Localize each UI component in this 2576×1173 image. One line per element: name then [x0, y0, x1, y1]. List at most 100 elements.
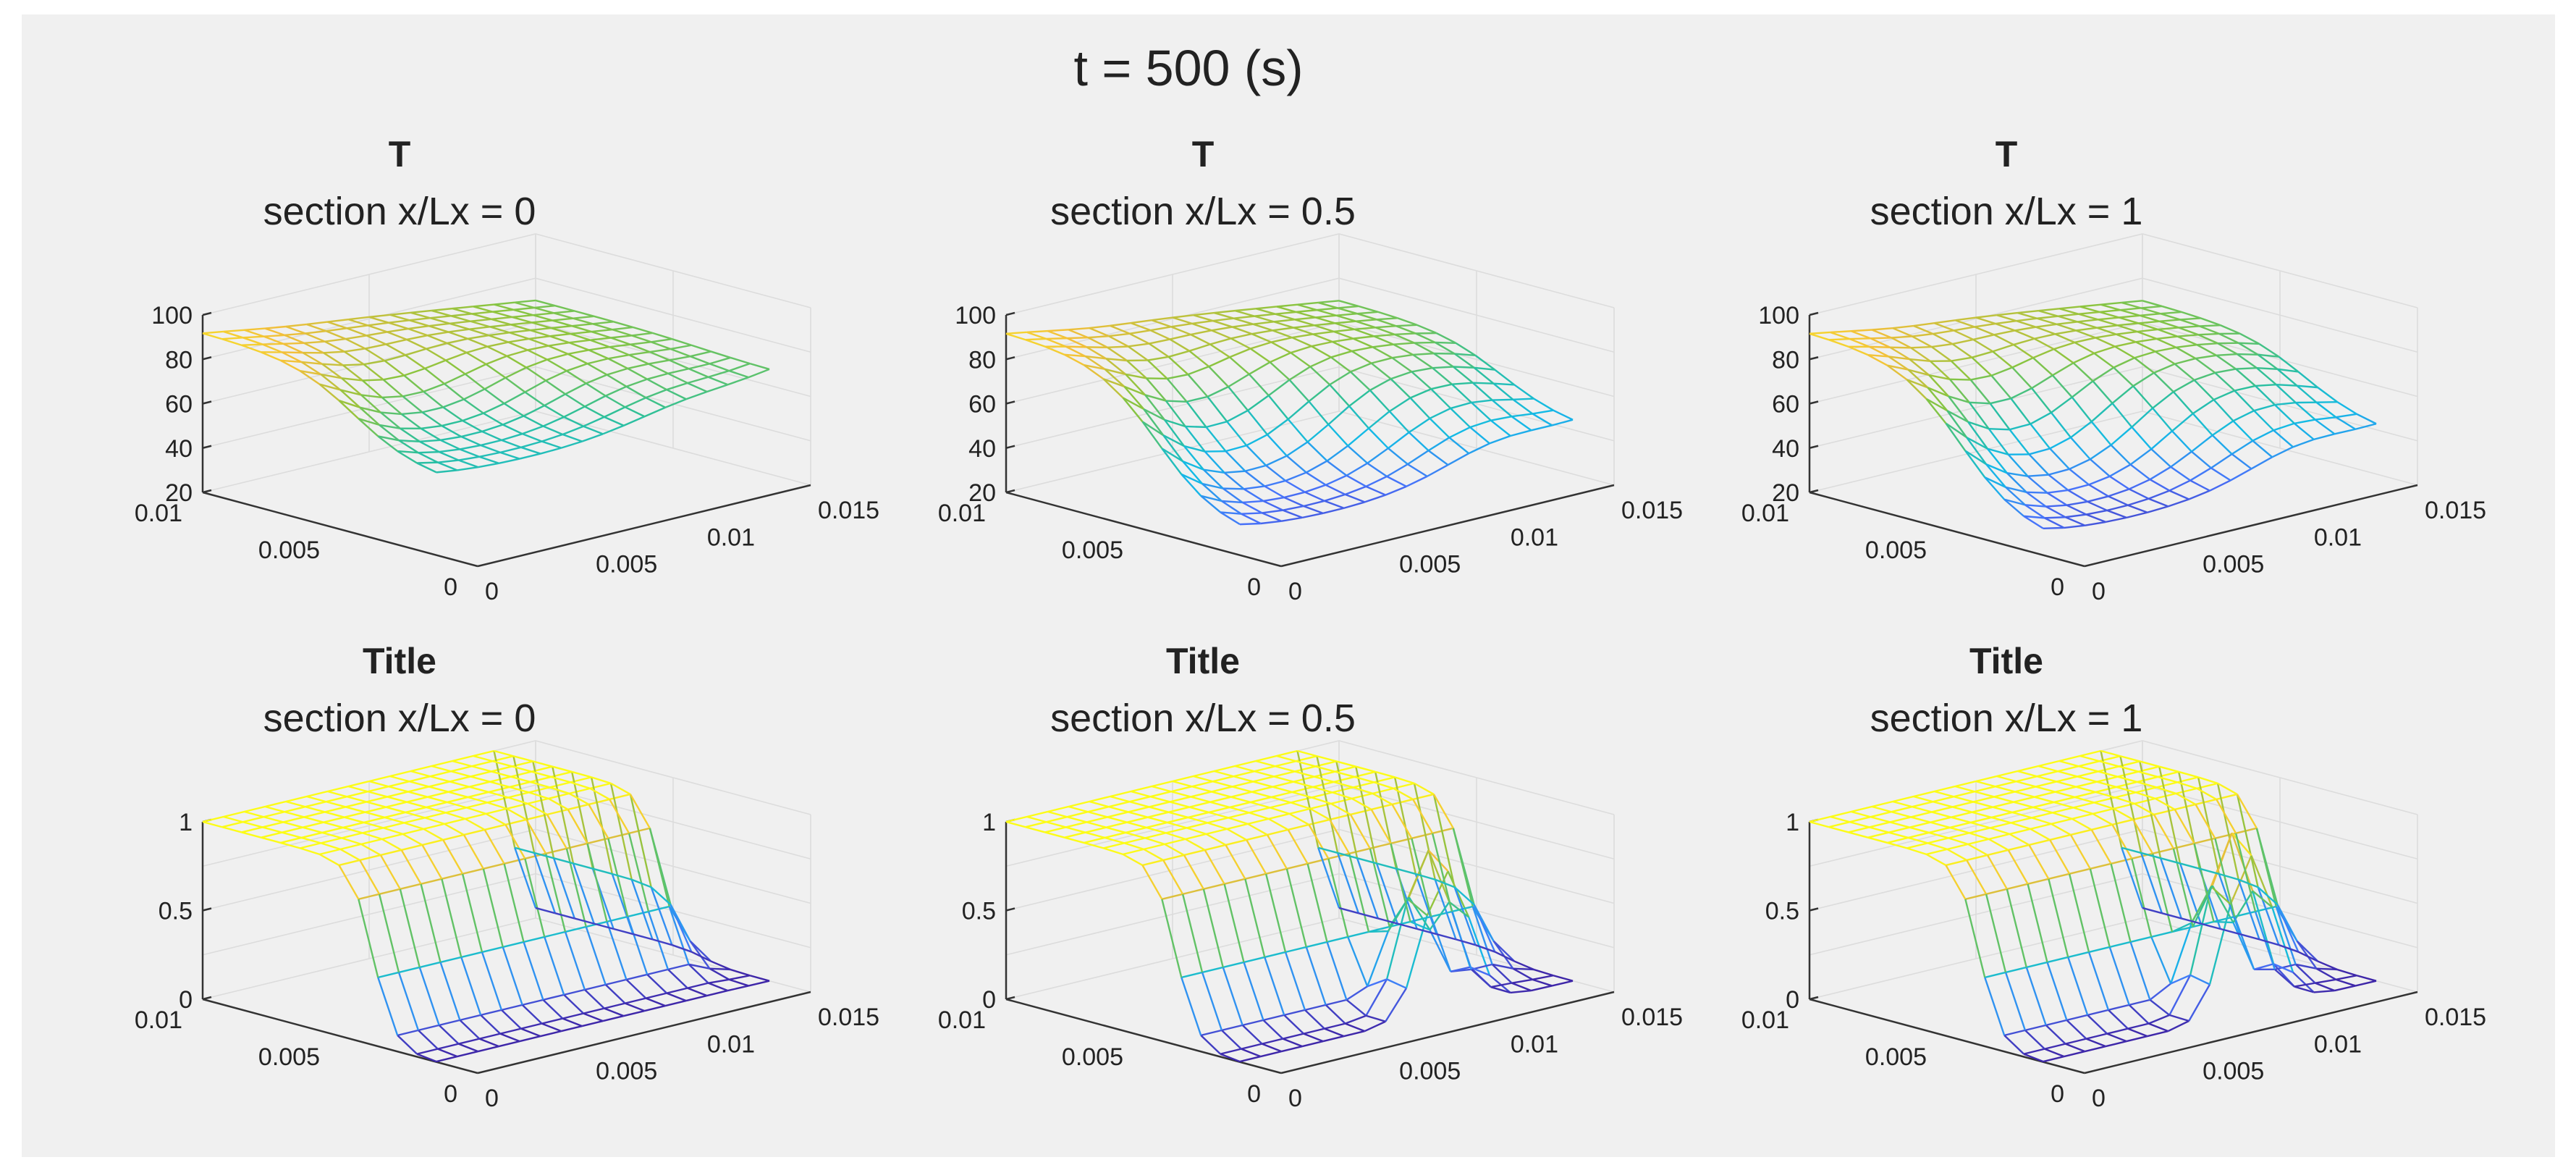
mesh-line	[1925, 398, 1947, 424]
mesh-line	[2174, 809, 2195, 844]
mesh-line	[544, 393, 566, 407]
mesh-line	[2095, 337, 2116, 348]
mesh-line	[2105, 1040, 2127, 1048]
mesh-line	[2176, 335, 2197, 346]
mesh-line	[1432, 366, 1453, 369]
mesh-line	[1226, 409, 1249, 423]
mesh-line	[2317, 387, 2338, 403]
mesh-line	[2191, 434, 2213, 453]
mesh-line	[1871, 329, 1892, 339]
mesh-line	[544, 853, 567, 933]
mesh-line	[1345, 485, 1367, 496]
mesh-line	[2257, 886, 2280, 946]
mesh-line	[628, 833, 650, 912]
mesh-line	[2315, 967, 2336, 980]
mesh-line	[2273, 422, 2295, 432]
mesh-line	[1946, 843, 1969, 851]
mesh-line	[1375, 325, 1397, 329]
mesh-line	[2150, 930, 2173, 938]
mesh-line	[1122, 853, 1144, 866]
mesh-line	[1311, 791, 1333, 799]
mesh-line	[2028, 453, 2050, 476]
mesh-line	[1454, 353, 1476, 357]
mesh-line	[459, 1019, 481, 1040]
mesh-line	[540, 1030, 562, 1038]
mesh-line	[1108, 332, 1130, 337]
mesh-line	[430, 317, 450, 324]
mesh-line	[302, 352, 323, 365]
mesh-line	[1890, 816, 1912, 823]
mesh-line	[1191, 786, 1212, 793]
mesh-line	[1553, 409, 1574, 421]
mesh-line	[571, 325, 592, 333]
mesh-line	[1294, 765, 1316, 773]
x-tick-label: 0.01	[2314, 1030, 2362, 1058]
mesh-line	[1123, 842, 1144, 851]
x-tick-label: 0.015	[818, 1004, 879, 1031]
mesh-line	[1242, 1019, 1264, 1027]
mesh-line	[1350, 371, 1371, 391]
mesh-line	[2051, 412, 2072, 438]
mesh-line	[2048, 873, 2070, 880]
mesh-line	[2067, 489, 2088, 503]
mesh-line	[554, 912, 575, 920]
mesh-line	[2181, 917, 2202, 925]
mesh-line	[379, 854, 401, 890]
mesh-line	[1324, 1027, 1345, 1038]
mesh-line	[2294, 402, 2316, 421]
mesh-line	[264, 800, 287, 808]
mesh-line	[1967, 838, 1990, 846]
mesh-line	[441, 878, 463, 958]
mesh-line	[223, 329, 245, 333]
mesh-line	[2034, 791, 2056, 798]
x-tick-label: 0.015	[2425, 497, 2486, 524]
mesh-line	[1949, 378, 1971, 381]
mesh-line	[1393, 787, 1414, 800]
mesh-line	[727, 985, 749, 992]
mesh-line	[300, 370, 321, 376]
mesh-line	[687, 382, 708, 393]
mesh-line	[525, 358, 548, 369]
mesh-line	[368, 775, 391, 783]
mesh-line	[652, 332, 672, 340]
mesh-line	[605, 978, 627, 986]
subplot-subtitle: section x/Lx = 0	[263, 190, 536, 233]
mesh-line	[2087, 951, 2110, 1011]
mesh-line	[567, 349, 589, 356]
mesh-line	[430, 770, 452, 778]
mesh-line	[1191, 781, 1213, 788]
mesh-line	[1513, 967, 1534, 971]
mesh-line	[1975, 775, 1998, 783]
mesh-line	[2045, 1024, 2066, 1045]
mesh-line	[506, 807, 527, 820]
mesh-line	[489, 326, 510, 334]
mesh-line	[2176, 343, 2197, 349]
mesh-line	[1271, 791, 1293, 799]
mesh-line	[1376, 317, 1398, 321]
mesh-line	[1188, 811, 1209, 819]
mesh-line	[440, 435, 462, 442]
mesh-line	[2239, 332, 2260, 345]
mesh-line	[2011, 366, 2032, 389]
mesh-line	[241, 831, 262, 838]
mesh-line	[1849, 337, 1871, 340]
mesh-line	[1255, 754, 1278, 762]
mesh-line	[1066, 337, 1087, 348]
mesh-line	[1110, 324, 1131, 335]
mesh-line	[1005, 815, 1028, 823]
mesh-line	[1186, 827, 1207, 836]
mesh-line	[418, 450, 439, 454]
mesh-line	[2108, 495, 2129, 506]
mesh-line	[1472, 382, 1494, 384]
mesh-line	[1933, 796, 1954, 803]
mesh-line	[2032, 348, 2055, 359]
mesh-line	[1161, 447, 1183, 475]
mesh-line	[1390, 378, 1411, 399]
mesh-line	[2109, 941, 2131, 949]
mesh-line	[1468, 442, 1490, 455]
mesh-line	[1308, 824, 1330, 859]
mesh-line	[1414, 342, 1435, 355]
mesh-line	[1317, 846, 1338, 854]
mesh-line	[1985, 888, 2008, 895]
